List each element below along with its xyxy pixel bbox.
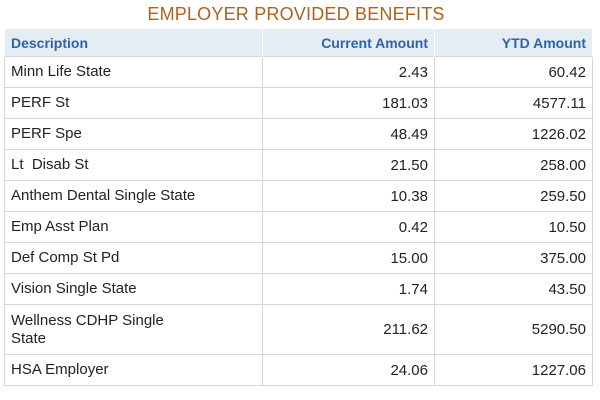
benefits-table: Description Current Amount YTD Amount Mi… — [4, 29, 593, 386]
row-ytd-amount: 43.50 — [434, 273, 593, 305]
row-ytd-amount: 259.50 — [434, 180, 593, 212]
table-row: Vision Single State 1.74 43.50 — [4, 273, 593, 305]
column-header-description: Description — [4, 29, 263, 57]
row-current-amount: 10.38 — [262, 180, 435, 212]
row-description: PERF St — [4, 87, 263, 119]
panel-title: EMPLOYER PROVIDED BENEFITS — [147, 4, 445, 24]
table-row: Minn Life State 2.43 60.42 — [4, 56, 593, 88]
row-description: Minn Life State — [4, 56, 263, 88]
table-row: Lt Disab St 21.50 258.00 — [4, 149, 593, 181]
row-description: Emp Asst Plan — [4, 211, 263, 243]
row-ytd-amount: 1227.06 — [434, 354, 593, 386]
row-description: HSA Employer — [4, 354, 263, 386]
table-header-row: Description Current Amount YTD Amount — [4, 29, 593, 57]
row-ytd-amount: 4577.11 — [434, 87, 593, 119]
row-current-amount: 211.62 — [262, 304, 435, 355]
table-row: Emp Asst Plan 0.42 10.50 — [4, 211, 593, 243]
row-current-amount: 0.42 — [262, 211, 435, 243]
row-description: Vision Single State — [4, 273, 263, 305]
row-description: Anthem Dental Single State — [4, 180, 263, 212]
row-ytd-amount: 375.00 — [434, 242, 593, 274]
column-header-current-amount: Current Amount — [262, 29, 435, 57]
row-current-amount: 21.50 — [262, 149, 435, 181]
table-row: HSA Employer 24.06 1227.06 — [4, 354, 593, 386]
row-description: Lt Disab St — [4, 149, 263, 181]
row-ytd-amount: 258.00 — [434, 149, 593, 181]
row-ytd-amount: 5290.50 — [434, 304, 593, 355]
row-current-amount: 1.74 — [262, 273, 435, 305]
row-current-amount: 15.00 — [262, 242, 435, 274]
row-current-amount: 181.03 — [262, 87, 435, 119]
table-row: Anthem Dental Single State 10.38 259.50 — [4, 180, 593, 212]
row-current-amount: 24.06 — [262, 354, 435, 386]
column-header-ytd-amount: YTD Amount — [434, 29, 593, 57]
row-current-amount: 2.43 — [262, 56, 435, 88]
row-ytd-amount: 1226.02 — [434, 118, 593, 150]
row-description: Wellness CDHP Single State — [4, 304, 263, 355]
row-ytd-amount: 60.42 — [434, 56, 593, 88]
row-description: PERF Spe — [4, 118, 263, 150]
row-description: Def Comp St Pd — [4, 242, 263, 274]
row-current-amount: 48.49 — [262, 118, 435, 150]
table-row: Def Comp St Pd 15.00 375.00 — [4, 242, 593, 274]
table-row: PERF St 181.03 4577.11 — [4, 87, 593, 119]
table-row: Wellness CDHP Single State 211.62 5290.5… — [4, 304, 593, 355]
table-row: PERF Spe 48.49 1226.02 — [4, 118, 593, 150]
row-ytd-amount: 10.50 — [434, 211, 593, 243]
